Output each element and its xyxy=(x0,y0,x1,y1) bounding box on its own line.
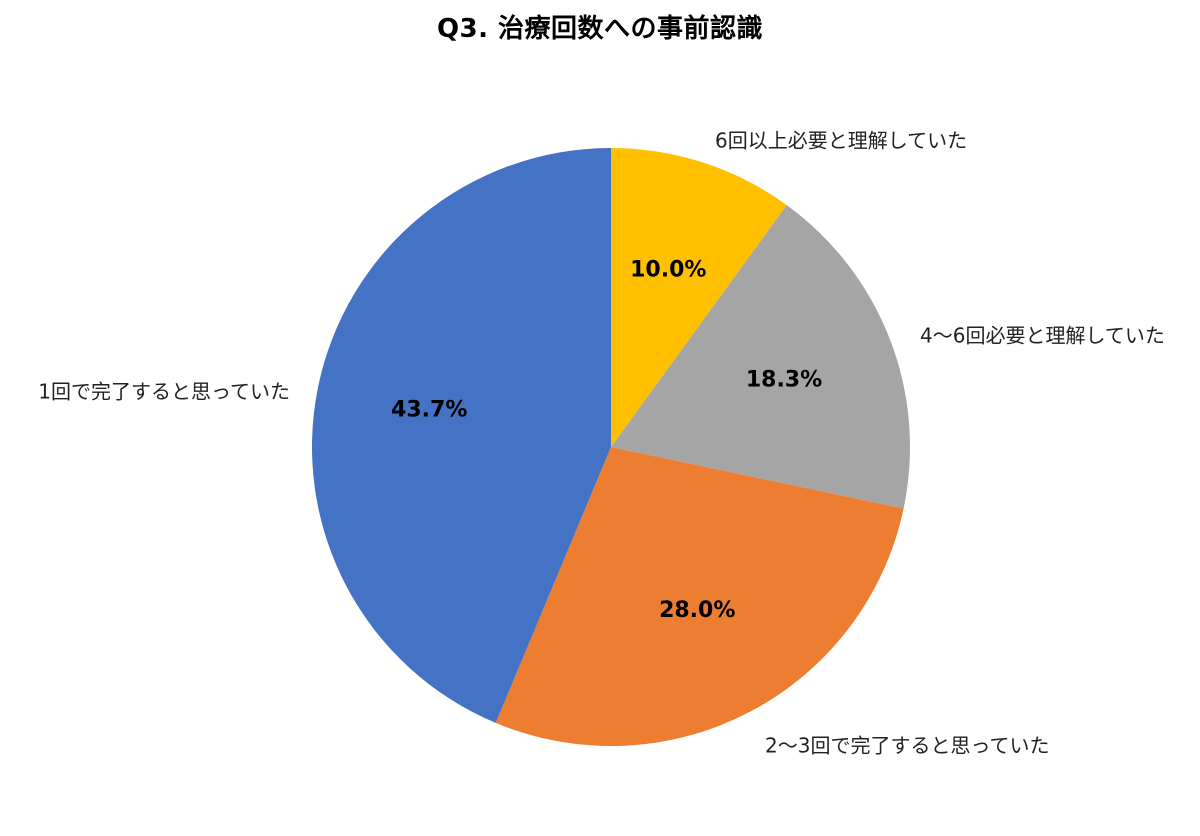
pie-slice-0 xyxy=(611,148,787,447)
pie-category-label-0: 6回以上必要と理解していた xyxy=(715,129,967,153)
pie-data-label-2: 28.0% xyxy=(659,598,735,623)
pie-data-labels: 10.0% 18.3% 28.0% 43.7% xyxy=(391,258,822,623)
pie-category-label-1: 4〜6回必要と理解していた xyxy=(920,324,1165,348)
pie-slice-2 xyxy=(495,447,904,746)
chart-title: Q3. 治療回数への事前認識 xyxy=(436,14,764,44)
pie-slice-1 xyxy=(611,205,910,509)
pie-category-label-2: 2〜3回で完了すると思っていた xyxy=(765,734,1049,758)
pie-category-labels: 6回以上必要と理解していた 4〜6回必要と理解していた 2〜3回で完了すると思ってい… xyxy=(38,129,1165,758)
pie-data-label-3: 43.7% xyxy=(391,398,467,423)
pie-slice-3 xyxy=(312,148,611,723)
pie-category-label-3: 1回で完了すると思っていた xyxy=(38,380,290,404)
pie-data-label-0: 10.0% xyxy=(630,258,706,283)
pie-data-label-1: 18.3% xyxy=(746,367,822,392)
pie-slices xyxy=(312,148,910,746)
